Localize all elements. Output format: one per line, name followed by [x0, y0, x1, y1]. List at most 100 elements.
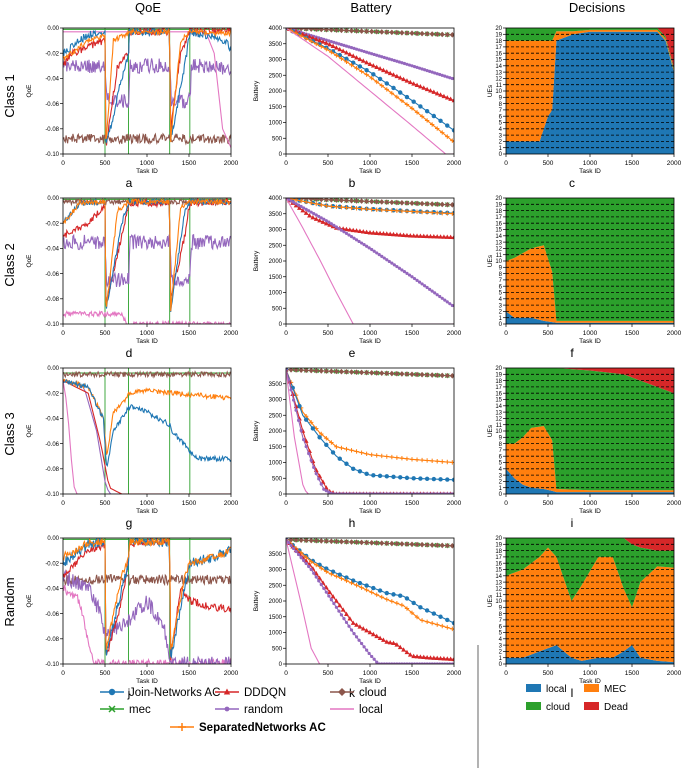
panel-h-series-random-marker-13: [317, 477, 321, 481]
panel-b-series-dddqn-marker-10: [317, 38, 322, 43]
panel-l-ytick-label-3: 3: [499, 643, 503, 649]
panel-k-series-join-networks-ac-marker-12: [364, 583, 369, 588]
panel-i-xtick-label-3: 1500: [625, 500, 640, 507]
panel-d-plot: [63, 198, 231, 324]
panel-e-series-random-marker-45: [397, 266, 401, 270]
panel-k-series-cloud-marker-19: [379, 540, 385, 546]
panel-e-series-separatednetworks-ac-marker-15: [359, 206, 364, 211]
panel-c-xtick-label-4: 2000: [667, 160, 682, 167]
panel-e-series-separatednetworks-ac-marker-30: [435, 210, 440, 216]
panel-k-series-cloud-marker-11: [338, 538, 345, 545]
panel-k-series-random-marker-22: [339, 613, 344, 617]
panel-e-series-cloud-marker-5: [308, 198, 314, 202]
panel-k-series-join-networks-ac-marker-18: [404, 596, 410, 601]
panel-h-series-separatednetworks-ac-marker-11: [339, 445, 344, 451]
panel-k-series-separatednetworks-ac-marker-6: [314, 562, 319, 568]
panel-g-series-join-networks-ac-line: [63, 378, 231, 467]
panel-k-series-random-marker-9: [307, 564, 311, 569]
panel-h-series-join-networks-ac-marker-16: [391, 474, 396, 480]
panel-k-series-random-marker-26: [349, 628, 354, 632]
panel-l-ytick-label-4: 4: [499, 637, 503, 643]
panel-h-series-random-marker-9: [307, 451, 311, 456]
panel-f-xlabel: Task ID: [579, 338, 601, 345]
panel-k-series-join-networks-ac-marker-13: [371, 585, 376, 591]
panel-e-series-separatednetworks-ac-marker-8: [324, 203, 329, 209]
panel-b-ylabel: Battery: [253, 80, 260, 101]
legend-entry-mec-label: mec: [129, 704, 151, 716]
panel-k-series-random-marker-32: [365, 648, 369, 652]
legend-decision-dec-dead: Dead: [584, 702, 628, 713]
panel-b-series-separatednetworks-ac-marker-30: [435, 126, 440, 131]
panel-k-ytick-label-3: 1500: [269, 615, 283, 621]
panel-h-xtick-label-2: 1000: [363, 500, 378, 507]
panel-f-xtick-label-3: 1500: [625, 330, 640, 337]
panel-f-ytick-label-19: 19: [495, 203, 502, 209]
panel-b-series-separatednetworks-ac-marker-3: [298, 33, 304, 39]
panel-b-series-cloud-marker-22: [394, 29, 400, 36]
panel-j-series-cloud-line: [63, 573, 231, 587]
panel-h-series-separatednetworks-ac-marker-21: [389, 454, 395, 460]
panel-h-series-separatednetworks-ac-marker-7: [319, 431, 324, 437]
panel-h-series-separatednetworks-ac-marker-27: [419, 457, 425, 463]
panel-e-series-dddqn-marker-23: [360, 229, 366, 234]
panel-k-series-dddqn-marker-27: [374, 633, 380, 639]
panel-i-ytick-label-14: 14: [495, 404, 502, 410]
panel-h-series-random-marker-6: [299, 428, 303, 433]
panel-b-series-dddqn-marker-39: [414, 82, 420, 88]
panel-k-series-random-marker-35: [372, 657, 376, 661]
panel-e-series-random-marker-49: [407, 273, 412, 277]
panel-i-ytick-label-2: 2: [499, 480, 503, 486]
panel-k-series-dddqn-marker-37: [407, 652, 413, 657]
panel-b-series-cloud-marker-21: [389, 29, 395, 36]
panel-e-series-dddqn-marker-26: [370, 230, 376, 235]
panel-k-series-join-networks-ac-marker-10: [351, 578, 356, 583]
panel-b-series-random-marker-18: [329, 40, 333, 44]
panel-b-series-random-marker-51: [412, 64, 417, 69]
panel-b-ytick-label-4: 2000: [269, 89, 283, 95]
panel-b-series-separatednetworks-ac-marker-28: [424, 118, 430, 123]
panel-g-xtick-label-0: 0: [61, 500, 65, 507]
panel-h-series-join-networks-ac-marker-10: [351, 466, 356, 471]
panel-e-series-random-marker-12: [314, 213, 318, 217]
panel-b-series-separatednetworks-ac-marker-10: [334, 53, 339, 58]
panel-b-series-dddqn-marker-20: [350, 53, 356, 58]
panel-b-series-separatednetworks-ac-marker-21: [389, 91, 395, 96]
panel-k-ytick-label-2: 1000: [269, 631, 283, 637]
panel-l-plot: [506, 538, 674, 664]
panel-k-series-random-marker-30: [360, 641, 364, 646]
panel-b-series-dddqn-marker-15: [334, 45, 339, 50]
panel-b-series-separatednetworks-ac-marker-15: [359, 69, 364, 74]
panel-e-series-random-marker-11: [312, 211, 316, 216]
panel-j-ytick-label-3: -0.06: [45, 612, 59, 618]
panel-e-ytick-label-2: 1000: [269, 291, 283, 297]
panel-e-series-dddqn-marker-18: [344, 226, 349, 232]
panel-b-series-join-networks-ac-marker-21: [424, 109, 430, 114]
panel-f-ytick-label-2: 2: [499, 310, 503, 316]
panel-b-series-dddqn-marker-22: [357, 56, 363, 62]
panel-e-series-separatednetworks-ac-marker-28: [424, 210, 430, 215]
panel-k-series-random-marker-11: [312, 571, 316, 575]
panel-b-xtick-label-4: 2000: [447, 160, 462, 167]
panel-f-ytick-label-15: 15: [495, 228, 502, 234]
panel-j-series-separatednetworks-ac-line: [63, 538, 231, 650]
panel-c-letter: c: [569, 176, 575, 190]
panel-i-ytick-label-17: 17: [495, 385, 502, 391]
panel-b-series-dddqn-marker-30: [384, 69, 390, 74]
panel-l-ytick-label-5: 5: [499, 631, 503, 637]
panel-e-series-dddqn-marker-13: [327, 222, 333, 227]
panel-e-series-dddqn-marker-20: [350, 227, 356, 233]
panel-l-letter: l: [571, 686, 574, 700]
panel-h-series-cloud-marker-31: [439, 372, 445, 379]
panel-e-series-dddqn-marker-50: [451, 234, 454, 240]
panel-h-series-random-marker-15: [322, 487, 326, 491]
panel-e-series-random-marker-7: [302, 206, 306, 210]
panel-j-series-random-line: [63, 569, 231, 664]
panel-k-series-random-marker-18: [329, 598, 333, 602]
panel-b-ytick-label-5: 2500: [269, 73, 283, 79]
panel-k-series-cloud-marker-27: [419, 541, 425, 548]
panel-e-series-random-marker-25: [347, 233, 351, 237]
panel-b-series-join-networks-ac-marker-17: [398, 90, 403, 95]
panel-e-series-random-marker-51: [412, 276, 417, 281]
panel-i: 0 500 1000 1500 2000012345678910111213141516…: [487, 366, 682, 530]
panel-k-series-dddqn-marker-13: [327, 589, 333, 594]
